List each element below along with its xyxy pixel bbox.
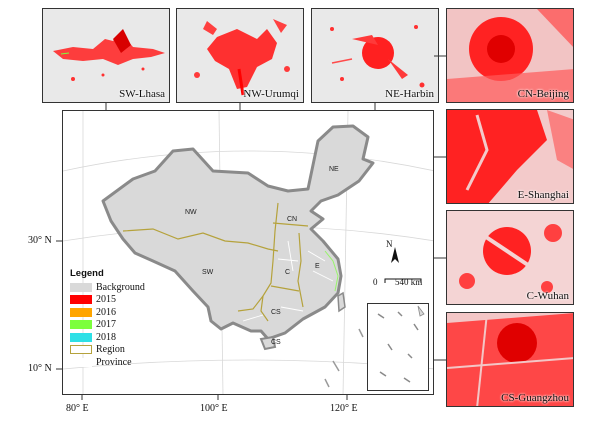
legend-swatch [70,282,92,292]
latitude-label-30n: 30° N [28,235,52,246]
panel-e-shanghai: E-Shanghai [446,109,574,204]
longitude-label-80e: 80° E [66,403,89,414]
legend-item-background: Background [70,281,145,294]
urban-extent-map-guangzhou [447,313,573,406]
legend-title: Legend [70,268,104,279]
urban-extent-map-beijing [447,9,573,102]
region-label-hainan-cs: CS [271,339,281,346]
panel-label: CN-Beijing [517,88,569,100]
legend-item-region: Region [70,344,145,357]
region-label-c: C [285,269,291,276]
urban-extent-map-urumqi [194,19,290,96]
panel-c-wuhan: C-Wuhan [446,210,574,305]
legend-label: 2015 [96,294,116,306]
map-legend: Legend Background 2015 2016 2017 2018 Re… [70,268,145,369]
longitude-label-120e: 120° E [330,403,358,414]
legend-swatch [70,332,92,342]
urban-extent-map-harbin [330,25,425,88]
longitude-label-100e: 100° E [200,403,228,414]
south-china-sea-islands-map [377,305,425,383]
panel-label: CS-Guangzhou [501,392,569,404]
region-label-cn: CN [287,216,298,223]
panel-label: SW-Lhasa [119,88,165,100]
south-china-sea-inset [367,303,429,391]
legend-swatch [70,357,92,367]
panel-ne-harbin: NE-Harbin [311,8,439,103]
north-arrow-label: N [386,239,393,249]
panel-cs-guangzhou: CS-Guangzhou [446,312,574,407]
legend-item-2016: 2016 [70,306,145,319]
panel-label: C-Wuhan [526,290,569,302]
latitude-label-10n: 10° N [28,363,52,374]
panel-nw-urumqi: NW-Urumqi [176,8,304,103]
china-overview-map: NE NW CN SW C E CS CS N 0 540 km [62,110,434,395]
panel-sw-lhasa: SW-Lhasa [42,8,170,103]
north-arrow-icon [384,247,422,283]
legend-swatch [70,295,92,305]
legend-label: Region [96,344,125,356]
legend-swatch [70,320,92,330]
panel-label: E-Shanghai [517,189,569,201]
legend-label: 2018 [96,331,116,343]
panel-label: NW-Urumqi [243,88,299,100]
region-label-e: E [315,263,320,270]
region-label-ne: NE [329,166,339,173]
urban-extent-map-lhasa [53,29,165,81]
legend-swatch [70,307,92,317]
legend-swatch [70,345,92,355]
panel-label: NE-Harbin [385,88,434,100]
legend-item-2018: 2018 [70,331,145,344]
legend-label: 2016 [96,306,116,318]
legend-label: Background [96,281,145,293]
scale-bar-zero: 0 [373,277,378,287]
region-label-nw: NW [185,209,197,216]
panel-cn-beijing: CN-Beijing [446,8,574,103]
legend-label: 2017 [96,319,116,331]
region-label-cs: CS [271,309,281,316]
legend-label: Province [96,356,132,368]
scale-bar-distance: 540 km [395,277,423,287]
legend-item-2015: 2015 [70,294,145,307]
legend-item-2017: 2017 [70,319,145,332]
urban-extent-map-shanghai [447,110,573,203]
region-label-sw: SW [202,269,214,276]
urban-extent-map-wuhan [447,211,573,304]
legend-item-province: Province [70,356,145,369]
